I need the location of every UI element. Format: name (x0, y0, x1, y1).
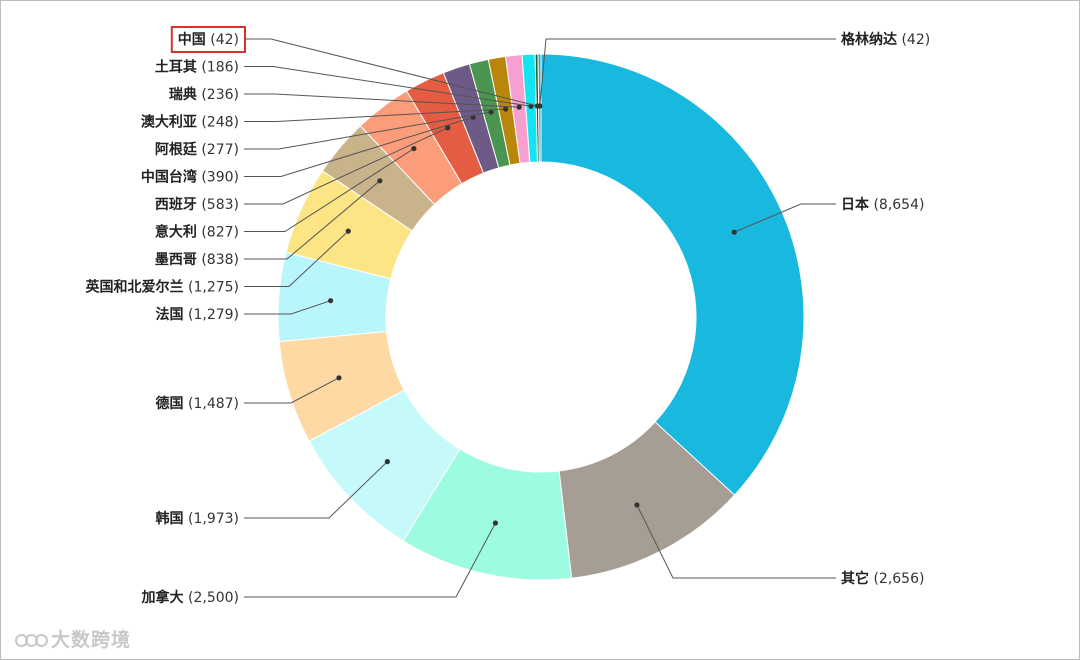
label-5fb756fd: 德国 (1,487) (156, 395, 239, 412)
leader-line-5fb756fd (244, 377, 340, 404)
leader-line-97e956fd (244, 461, 388, 519)
watermark: 大数跨境 (13, 625, 131, 652)
leader-line-58a8897f54e5 (244, 180, 381, 260)
leader-line-745e5178 (244, 93, 520, 108)
label-963f68395ef7: 阿根廷 (277) (155, 141, 239, 158)
label-610f59275229: 意大利 (827) (155, 224, 239, 241)
leader-line-6fb3592752294e9a (244, 108, 506, 122)
leader-line-6cd556fd (244, 300, 331, 315)
label-4e2d56fd53f06e7e: 中国台湾 (390) (141, 169, 239, 186)
label-52a062ff5927: 加拿大 (2,500) (141, 589, 239, 606)
highlight-box (170, 26, 246, 53)
slice-marker-610f59275229 (411, 145, 417, 152)
watermark-text: 大数跨境 (51, 629, 132, 651)
slice-marker-5fb756fd (336, 375, 342, 381)
slice-marker-52a062ff5927 (492, 520, 499, 526)
leader-line-897f73ed7259 (244, 127, 448, 205)
leader-line-52a062ff5927 (244, 522, 496, 598)
label-571f80335176: 土耳其 (186) (155, 59, 239, 76)
slice-marker-97e956fd (384, 459, 390, 465)
slice-marker-6fb3592752294e9a (503, 106, 509, 112)
leader-line-4e2d56fd (244, 38, 538, 107)
leader-line-51765b83 (636, 504, 836, 579)
leader-line-963f68395ef7 (244, 111, 492, 150)
watermark-logo-icon (13, 628, 48, 650)
label-745e5178: 瑞典 (236) (169, 86, 239, 103)
leader-line-610f59275229 (244, 148, 415, 232)
slice-marker-82f156fd548c531772315c145170 (345, 228, 351, 234)
slice-marker-4e2d56fd53f06e7e (470, 114, 476, 120)
leader-line-82f156fd548c531772315c145170 (244, 230, 349, 287)
leader-line-4e2d56fd53f06e7e (244, 116, 474, 177)
slice-marker-51765b83 (634, 502, 640, 508)
label-6fb3592752294e9a: 澳大利亚 (248) (141, 114, 239, 131)
label-97e956fd: 韩国 (1,973) (156, 510, 239, 527)
label-6cd556fd: 法国 (1,279) (156, 306, 239, 323)
leader-line-683c67977eb38fbe (539, 38, 836, 107)
slice-marker-58a8897f54e5 (377, 178, 383, 184)
slice-marker-745e5178 (516, 104, 522, 110)
leader-line-65e5672c (734, 203, 836, 233)
label-683c67977eb38fbe: 格林纳达 (42) (841, 31, 930, 48)
slice-marker-683c67977eb38fbe (537, 103, 543, 109)
label-897f73ed7259: 西班牙 (583) (155, 196, 239, 213)
label-82f156fd548c531772315c145170: 英国和北爱尔兰 (1,275) (85, 279, 239, 296)
label-4e2d56fd: 中国 (42) (178, 31, 239, 48)
slice-marker-963f68395ef7 (488, 109, 494, 115)
slice-marker-6cd556fd (328, 298, 334, 304)
leader-line-571f80335176 (244, 66, 532, 107)
label-58a8897f54e5: 墨西哥 (838) (155, 252, 239, 268)
label-65e5672c: 日本 (8,654) (841, 196, 924, 213)
slice-marker-897f73ed7259 (445, 125, 451, 131)
slice-65e5672c[interactable] (540, 53, 805, 496)
slice-marker-65e5672c (731, 229, 737, 235)
label-51765b83: 其它 (2,656) (841, 570, 924, 587)
